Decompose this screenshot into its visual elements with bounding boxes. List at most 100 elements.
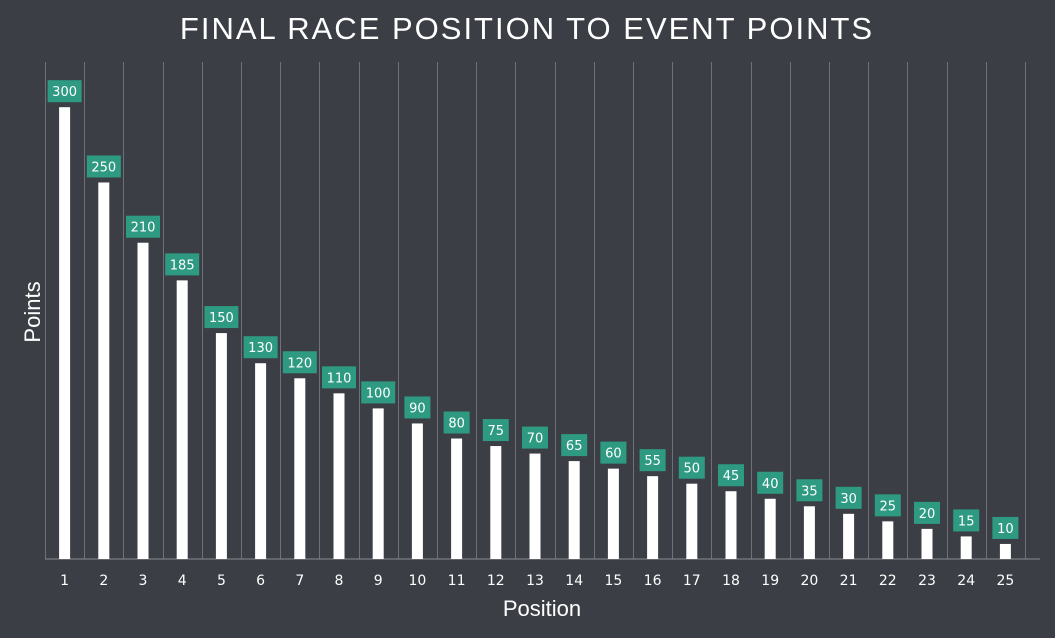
bar	[921, 528, 933, 559]
bar	[764, 498, 776, 559]
x-tick-label: 13	[526, 573, 544, 589]
bar	[960, 536, 972, 559]
data-label: 45	[723, 469, 740, 484]
data-label: 10	[997, 522, 1014, 537]
x-tick-label: 14	[565, 573, 583, 589]
bar	[372, 408, 384, 559]
bar	[882, 521, 894, 559]
data-label-box	[404, 396, 431, 419]
data-label: 120	[287, 356, 312, 371]
data-label: 60	[605, 447, 622, 462]
bar	[294, 378, 306, 559]
data-label-box	[443, 411, 470, 434]
data-label: 250	[91, 160, 116, 175]
data-label: 100	[366, 386, 391, 401]
x-tick-label: 9	[374, 573, 383, 589]
x-tick-label: 4	[178, 573, 187, 589]
data-label: 130	[248, 341, 273, 356]
data-label-box	[914, 501, 940, 524]
data-label-box	[874, 494, 901, 517]
x-tick-label: 19	[761, 573, 779, 589]
data-label-box	[678, 456, 705, 479]
bar	[333, 393, 345, 559]
data-label-box	[992, 516, 1019, 539]
data-label: 50	[684, 462, 701, 477]
data-label: 25	[880, 499, 897, 514]
data-label: 65	[566, 439, 583, 454]
x-tick-label: 16	[644, 573, 662, 589]
data-label-box	[361, 381, 396, 404]
bar	[803, 506, 815, 559]
bar	[843, 513, 855, 559]
data-label-box	[718, 464, 744, 487]
x-tick-label: 17	[683, 573, 701, 589]
data-label: 30	[840, 492, 857, 507]
bar	[607, 468, 619, 559]
bars	[59, 107, 1011, 559]
data-label: 70	[527, 432, 544, 447]
bar	[999, 543, 1011, 559]
bar	[411, 423, 423, 559]
data-label: 20	[919, 507, 936, 522]
x-tick-label: 5	[217, 573, 226, 589]
data-label: 185	[170, 258, 195, 273]
data-label: 300	[52, 85, 77, 100]
x-tick-label: 10	[408, 573, 426, 589]
data-label: 35	[801, 484, 818, 499]
bar	[255, 363, 267, 559]
x-tick-label: 20	[800, 573, 818, 589]
data-label: 55	[644, 454, 661, 469]
y-axis-label: Points	[20, 281, 45, 342]
x-axis-label: Position	[503, 596, 581, 621]
data-label-box	[322, 366, 356, 389]
bar	[647, 476, 659, 559]
data-label: 75	[488, 424, 505, 439]
data-label-box	[482, 419, 509, 442]
data-label-box	[639, 449, 666, 472]
x-tick-label: 6	[256, 573, 265, 589]
x-tick-labels: 1 2 3 4 5 6 7 8 9 10 11 12 13 14 15 16 17 18 19 20 21 22 23 24 2…	[60, 573, 1014, 589]
grid-lines	[45, 62, 1026, 559]
x-tick-label: 15	[604, 573, 622, 589]
x-tick-label: 11	[448, 573, 466, 589]
data-label-box	[86, 155, 121, 178]
data-label: 80	[448, 417, 465, 432]
data-label: 40	[762, 477, 779, 492]
x-tick-label: 22	[879, 573, 897, 589]
data-label: 90	[409, 401, 426, 416]
bar	[568, 461, 580, 559]
data-label-box	[522, 426, 548, 449]
bar	[215, 333, 227, 559]
x-tick-label: 3	[139, 573, 148, 589]
x-tick-label: 24	[957, 573, 975, 589]
x-tick-label: 25	[996, 573, 1014, 589]
bar	[686, 483, 698, 559]
data-label: 110	[327, 371, 352, 386]
x-tick-label: 23	[918, 573, 936, 589]
data-label-box	[835, 486, 862, 509]
data-label-box	[561, 434, 588, 457]
data-label-box	[165, 253, 200, 276]
bar	[176, 280, 188, 559]
data-label: 210	[131, 221, 156, 236]
bar	[490, 446, 502, 559]
x-tick-label: 12	[487, 573, 505, 589]
data-label-box	[204, 306, 239, 329]
bar	[451, 438, 463, 559]
data-label-box	[757, 471, 784, 494]
bar	[98, 182, 110, 559]
chart-title: FINAL RACE POSITION TO EVENT POINTS	[180, 11, 874, 46]
data-label: 15	[958, 514, 975, 529]
data-label-box	[47, 80, 82, 103]
data-label: 150	[209, 311, 234, 326]
data-label-box	[796, 479, 823, 502]
data-label-box	[953, 509, 980, 532]
data-label-box	[282, 351, 317, 374]
bar	[529, 453, 541, 559]
x-tick-label: 18	[722, 573, 740, 589]
bar	[725, 491, 737, 559]
x-tick-label: 21	[840, 573, 858, 589]
x-tick-label: 8	[335, 573, 344, 589]
x-tick-label: 2	[99, 573, 108, 589]
